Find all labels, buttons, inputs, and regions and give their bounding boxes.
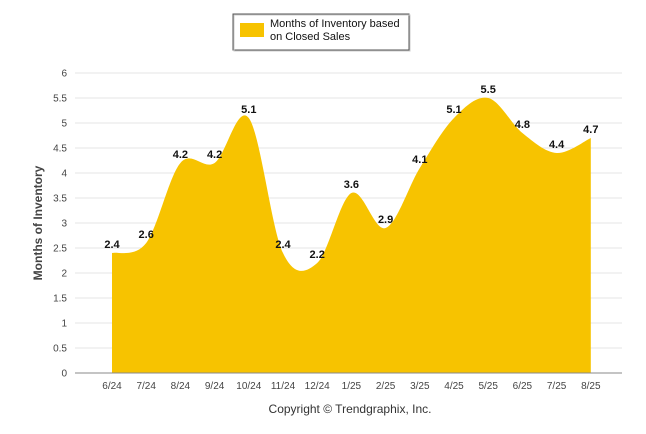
x-tick-label: 1/25: [342, 381, 362, 392]
legend-label-line2: on Closed Sales: [270, 31, 351, 43]
x-tick-label: 5/25: [478, 381, 498, 392]
data-label: 4.7: [583, 124, 598, 136]
x-tick-label: 11/24: [271, 381, 296, 392]
data-label: 2.9: [378, 214, 393, 226]
x-tick-label: 7/24: [136, 381, 156, 392]
data-labels: 2.4 2.6 4.2 4.2 5.1 2.4 2.2 3.6 2.9 4.1 5.1 5.5 4.8 4…: [104, 84, 598, 261]
data-label: 4.4: [549, 139, 565, 151]
y-tick-label: 5: [61, 119, 67, 130]
data-label: 2.6: [139, 229, 154, 241]
x-tick-label: 8/25: [581, 381, 601, 392]
y-tick-label: 4: [61, 169, 67, 180]
x-tick-label: 9/24: [205, 381, 225, 392]
x-tick-label: 10/24: [236, 381, 261, 392]
legend: Months of Inventory based on Closed Sale…: [232, 13, 411, 52]
x-tick-label: 4/25: [444, 381, 464, 392]
data-label: 2.4: [104, 239, 120, 251]
data-label: 4.2: [207, 149, 222, 161]
copyright-footer: Copyright © Trendgraphix, Inc.: [269, 402, 432, 416]
y-tick-label: 4.5: [53, 144, 67, 155]
x-tick-label: 6/24: [102, 381, 122, 392]
y-tick-label: 3.5: [53, 194, 67, 205]
x-tick-label: 3/25: [410, 381, 430, 392]
x-axis-ticks: 6/24 7/24 8/24 9/24 10/24 11/24 12/24 1/25 2/25 3…: [102, 381, 601, 392]
y-axis-title: Months of Inventory: [31, 165, 45, 280]
y-tick-label: 6: [61, 69, 67, 80]
y-tick-label: 2.5: [53, 244, 67, 255]
data-label: 5.5: [481, 84, 496, 96]
inventory-area: [112, 97, 591, 373]
y-tick-label: 1.5: [53, 294, 67, 305]
data-label: 5.1: [241, 104, 256, 116]
legend-label-line1: Months of Inventory based: [270, 18, 400, 30]
data-label: 4.2: [173, 149, 188, 161]
y-tick-label: 2: [61, 269, 67, 280]
data-label: 4.8: [515, 119, 530, 131]
data-label: 5.1: [446, 104, 461, 116]
x-tick-label: 8/24: [171, 381, 191, 392]
x-tick-label: 6/25: [513, 381, 533, 392]
y-tick-label: 0: [61, 369, 67, 380]
x-tick-label: 12/24: [305, 381, 330, 392]
data-label: 4.1: [412, 154, 427, 166]
y-axis-ticks: 0 0.5 1 1.5 2 2.5 3 3.5 4 4.5 5 5.5 6: [53, 69, 67, 380]
y-tick-label: 1: [61, 319, 67, 330]
y-tick-label: 5.5: [53, 94, 67, 105]
legend-swatch: [240, 23, 264, 37]
x-tick-label: 2/25: [376, 381, 396, 392]
data-label: 2.2: [310, 249, 325, 261]
y-tick-label: 3: [61, 219, 67, 230]
data-label: 3.6: [344, 179, 359, 191]
y-tick-label: 0.5: [53, 344, 67, 355]
x-tick-label: 7/25: [547, 381, 567, 392]
data-label: 2.4: [275, 239, 291, 251]
